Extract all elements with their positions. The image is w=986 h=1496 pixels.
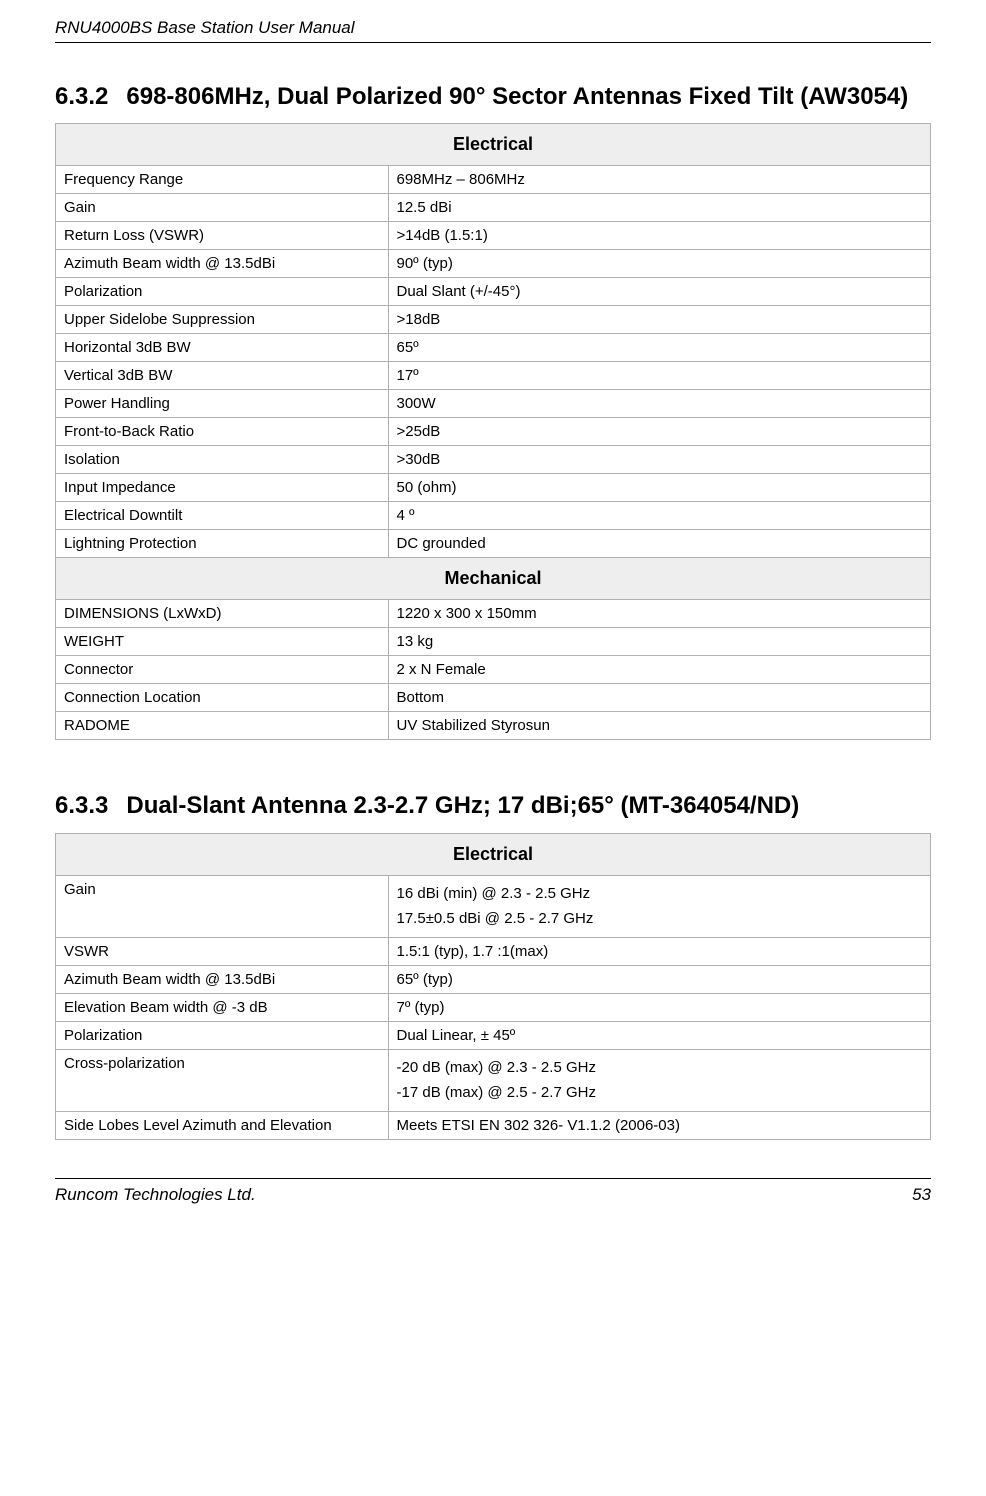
- table-row: Upper Sidelobe Suppression>18dB: [56, 306, 931, 334]
- spec-value: 17º: [388, 362, 931, 390]
- table-row: Connection LocationBottom: [56, 684, 931, 712]
- group-header-electrical: Electrical: [56, 124, 931, 166]
- section-title: Dual-Slant Antenna 2.3-2.7 GHz; 17 dBi;6…: [126, 792, 799, 819]
- spec-label: Lightning Protection: [56, 530, 389, 558]
- spec-label: VSWR: [56, 937, 389, 965]
- table-row: Vertical 3dB BW17º: [56, 362, 931, 390]
- table-row: Power Handling300W: [56, 390, 931, 418]
- table-row: Frequency Range698MHz – 806MHz: [56, 166, 931, 194]
- spec-value: 16 dBi (min) @ 2.3 - 2.5 GHz17.5±0.5 dBi…: [388, 875, 931, 937]
- spec-table-mt364054: Electrical Gain16 dBi (min) @ 2.3 - 2.5 …: [55, 833, 931, 1140]
- spec-label: Side Lobes Level Azimuth and Elevation: [56, 1111, 389, 1139]
- spec-value: 13 kg: [388, 628, 931, 656]
- footer: Runcom Technologies Ltd. 53: [55, 1178, 931, 1205]
- table-row: Cross-polarization-20 dB (max) @ 2.3 - 2…: [56, 1049, 931, 1111]
- spec-value: >18dB: [388, 306, 931, 334]
- spec-label: Return Loss (VSWR): [56, 222, 389, 250]
- table-row: RADOMEUV Stabilized Styrosun: [56, 712, 931, 740]
- spec-label: Polarization: [56, 1021, 389, 1049]
- spec-label: Elevation Beam width @ -3 dB: [56, 993, 389, 1021]
- spec-label: Isolation: [56, 446, 389, 474]
- spec-label: Gain: [56, 194, 389, 222]
- spec-value: 90º (typ): [388, 250, 931, 278]
- table-row: Connector2 x N Female: [56, 656, 931, 684]
- table-row: Side Lobes Level Azimuth and ElevationMe…: [56, 1111, 931, 1139]
- spec-label: Connection Location: [56, 684, 389, 712]
- document-title: RNU4000BS Base Station User Manual: [55, 18, 931, 38]
- spec-label: Gain: [56, 875, 389, 937]
- section-number: 6.3.3: [55, 790, 108, 822]
- spec-value: UV Stabilized Styrosun: [388, 712, 931, 740]
- spec-value: 65º: [388, 334, 931, 362]
- table-row: Lightning ProtectionDC grounded: [56, 530, 931, 558]
- table-row: VSWR1.5:1 (typ), 1.7 :1(max): [56, 937, 931, 965]
- table-row: PolarizationDual Slant (+/-45°): [56, 278, 931, 306]
- table-row: Azimuth Beam width @ 13.5dBi65º (typ): [56, 965, 931, 993]
- group-header-mechanical: Mechanical: [56, 558, 931, 600]
- spec-label: Upper Sidelobe Suppression: [56, 306, 389, 334]
- header-rule: [55, 42, 931, 43]
- spec-value: 698MHz – 806MHz: [388, 166, 931, 194]
- spec-value: 65º (typ): [388, 965, 931, 993]
- table-row: Azimuth Beam width @ 13.5dBi90º (typ): [56, 250, 931, 278]
- spec-value: 2 x N Female: [388, 656, 931, 684]
- table-row: Isolation>30dB: [56, 446, 931, 474]
- spec-label: Input Impedance: [56, 474, 389, 502]
- spec-label: Connector: [56, 656, 389, 684]
- spec-value: 4 º: [388, 502, 931, 530]
- spec-label: DIMENSIONS (LxWxD): [56, 600, 389, 628]
- section-title: 698-806MHz, Dual Polarized 90° Sector An…: [126, 83, 908, 110]
- table-row: Input Impedance50 (ohm): [56, 474, 931, 502]
- footer-company: Runcom Technologies Ltd.: [55, 1185, 256, 1205]
- table-row: DIMENSIONS (LxWxD)1220 x 300 x 150mm: [56, 600, 931, 628]
- spec-table-aw3054: Electrical Frequency Range698MHz – 806MH…: [55, 123, 931, 740]
- spec-label: Front-to-Back Ratio: [56, 418, 389, 446]
- spec-value: Dual Slant (+/-45°): [388, 278, 931, 306]
- spec-label: Azimuth Beam width @ 13.5dBi: [56, 250, 389, 278]
- table-row: Return Loss (VSWR)>14dB (1.5:1): [56, 222, 931, 250]
- section-number: 6.3.2: [55, 81, 108, 113]
- spec-value: 12.5 dBi: [388, 194, 931, 222]
- page: RNU4000BS Base Station User Manual 6.3.2…: [0, 0, 986, 1223]
- spec-label: WEIGHT: [56, 628, 389, 656]
- spec-value: 1220 x 300 x 150mm: [388, 600, 931, 628]
- spec-label: Azimuth Beam width @ 13.5dBi: [56, 965, 389, 993]
- spec-label: Electrical Downtilt: [56, 502, 389, 530]
- spec-value: >25dB: [388, 418, 931, 446]
- table-row: Gain16 dBi (min) @ 2.3 - 2.5 GHz17.5±0.5…: [56, 875, 931, 937]
- spec-value: DC grounded: [388, 530, 931, 558]
- spec-value: >14dB (1.5:1): [388, 222, 931, 250]
- section-heading: 6.3.2 698-806MHz, Dual Polarized 90° Sect…: [55, 81, 931, 113]
- spec-value: 300W: [388, 390, 931, 418]
- spec-value: Dual Linear, ± 45º: [388, 1021, 931, 1049]
- spec-label: Power Handling: [56, 390, 389, 418]
- spec-label: Frequency Range: [56, 166, 389, 194]
- spec-label: Polarization: [56, 278, 389, 306]
- spec-value: Meets ETSI EN 302 326- V1.1.2 (2006-03): [388, 1111, 931, 1139]
- spec-value: -20 dB (max) @ 2.3 - 2.5 GHz-17 dB (max)…: [388, 1049, 931, 1111]
- spec-label: Vertical 3dB BW: [56, 362, 389, 390]
- table-row: Front-to-Back Ratio>25dB: [56, 418, 931, 446]
- table-row: Horizontal 3dB BW65º: [56, 334, 931, 362]
- spec-label: Cross-polarization: [56, 1049, 389, 1111]
- spec-value: 1.5:1 (typ), 1.7 :1(max): [388, 937, 931, 965]
- table-row: Gain12.5 dBi: [56, 194, 931, 222]
- footer-page: 53: [912, 1185, 931, 1205]
- spec-value: 50 (ohm): [388, 474, 931, 502]
- table-row: PolarizationDual Linear, ± 45º: [56, 1021, 931, 1049]
- table-row: WEIGHT13 kg: [56, 628, 931, 656]
- section-heading: 6.3.3 Dual-Slant Antenna 2.3-2.7 GHz; 17 …: [55, 790, 931, 822]
- spec-label: Horizontal 3dB BW: [56, 334, 389, 362]
- table-row: Elevation Beam width @ -3 dB7º (typ): [56, 993, 931, 1021]
- spec-value: 7º (typ): [388, 993, 931, 1021]
- group-header-electrical: Electrical: [56, 833, 931, 875]
- spec-value: Bottom: [388, 684, 931, 712]
- spec-value: >30dB: [388, 446, 931, 474]
- table-row: Electrical Downtilt4 º: [56, 502, 931, 530]
- spec-label: RADOME: [56, 712, 389, 740]
